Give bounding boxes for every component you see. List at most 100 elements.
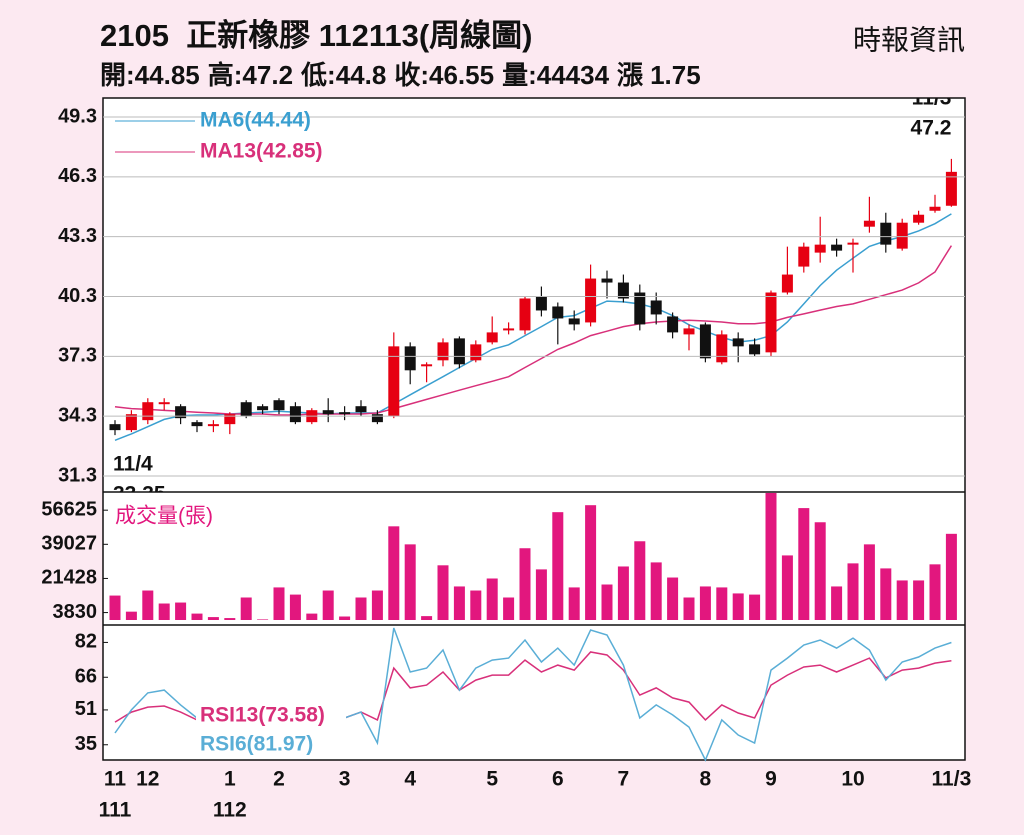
volume-bar	[568, 587, 580, 620]
y-tick-label: 82	[75, 631, 97, 653]
y-tick-label: 31.3	[58, 464, 97, 486]
candle-body	[863, 220, 875, 227]
volume-bar	[552, 512, 564, 620]
volume-bar	[191, 613, 203, 620]
y-tick-label: 34.3	[58, 404, 97, 426]
quote-label: 漲	[617, 60, 644, 90]
candle-body	[617, 282, 629, 299]
candle-body	[535, 296, 547, 311]
candle-body	[175, 406, 187, 419]
x-tick-label: 5	[486, 768, 498, 791]
plot-frame	[102, 97, 966, 761]
candle-body	[388, 346, 400, 417]
volume-bar	[831, 586, 843, 620]
x-tick-label: 12	[136, 768, 159, 791]
candle-body	[683, 328, 695, 335]
annotation-value: 47.2	[911, 116, 952, 139]
volume-bar	[306, 613, 318, 620]
candle-body	[585, 278, 597, 323]
y-tick-label: 40.3	[58, 285, 97, 307]
candle-body	[798, 246, 810, 267]
candle-body	[273, 400, 285, 411]
volume-bar	[289, 594, 301, 620]
annotation-value: 33.35	[113, 483, 166, 506]
candle-body	[125, 414, 137, 431]
volume-bar	[814, 522, 826, 620]
candle-body	[552, 306, 564, 319]
candle-body	[322, 410, 334, 415]
volume-bar	[798, 508, 810, 620]
candle-body	[929, 206, 941, 211]
x-year-label: 112	[213, 799, 247, 822]
volume-bar	[601, 584, 613, 620]
candle-body	[109, 424, 121, 431]
y-tick-label: 49.3	[58, 105, 97, 127]
volume-bar	[945, 533, 957, 620]
quote-label: 低:	[300, 60, 336, 90]
x-tick-label: 3	[339, 768, 351, 791]
candle-body	[470, 344, 482, 361]
volume-bar	[207, 617, 219, 620]
candle-body	[158, 402, 170, 405]
volume-bar	[749, 594, 761, 620]
y-tick-label: 51	[75, 698, 97, 720]
volume-bar	[929, 564, 941, 620]
volume-bar	[503, 597, 515, 620]
quote-label: 高:	[208, 60, 243, 90]
volume-bar	[880, 568, 892, 620]
x-tick-label: 4	[404, 768, 416, 791]
volume-bar	[667, 577, 679, 620]
volume-bar	[519, 548, 531, 620]
volume-bar	[339, 616, 351, 620]
volume-bar	[175, 602, 187, 620]
volume-bar	[470, 590, 482, 620]
volume-bar	[355, 597, 367, 620]
volume-bar	[158, 603, 170, 620]
candle-body	[437, 342, 449, 361]
quote-label: 收:	[394, 60, 429, 90]
volume-bar	[535, 569, 547, 620]
y-tick-label: 46.3	[58, 165, 97, 187]
legend-label: RSI6(81.97)	[200, 733, 313, 756]
candle-body	[355, 406, 367, 413]
volume-bar	[240, 597, 252, 620]
volume-bar	[863, 544, 875, 620]
chart-title: 2105 正新橡膠 112113(周線圖)	[100, 18, 532, 53]
x-tick-label: 11/3	[932, 768, 972, 791]
quote-line: 開:44.85 高:47.2 低:44.8 收:46.55 量:44434 漲 1.75	[100, 60, 701, 90]
volume-bar	[109, 595, 121, 620]
volume-bar	[781, 555, 793, 620]
candle-body	[634, 292, 646, 325]
series-line	[114, 245, 953, 416]
volume-bar	[683, 597, 695, 620]
legend-bg	[196, 701, 346, 757]
candle-body	[781, 274, 793, 293]
series-line	[114, 213, 952, 441]
candle-body	[224, 414, 236, 425]
x-year-label: 111	[99, 799, 132, 822]
candle-body	[945, 171, 957, 206]
volume-bar	[257, 619, 269, 620]
volume-bar	[732, 593, 744, 620]
candle-body	[716, 334, 728, 363]
candle-body	[913, 214, 925, 223]
candle-body	[191, 422, 203, 427]
quote-value: 44434	[537, 60, 610, 90]
x-tick-label: 9	[765, 768, 777, 791]
candle-body	[847, 242, 859, 245]
candle-body	[142, 402, 154, 421]
y-tick-label: 66	[75, 666, 97, 688]
quote-value: 1.75	[650, 60, 701, 90]
candle-body	[289, 406, 301, 423]
volume-bar	[453, 586, 465, 620]
volume-bar	[585, 505, 597, 620]
x-tick-label: 11	[104, 768, 127, 791]
y-tick-label: 35	[75, 733, 97, 755]
candle-body	[732, 338, 744, 347]
legend-label: MA13(42.85)	[200, 140, 323, 163]
volume-bar	[322, 590, 334, 620]
candle-body	[896, 222, 908, 249]
volume-bar	[634, 541, 646, 620]
x-tick-label: 10	[841, 768, 864, 791]
